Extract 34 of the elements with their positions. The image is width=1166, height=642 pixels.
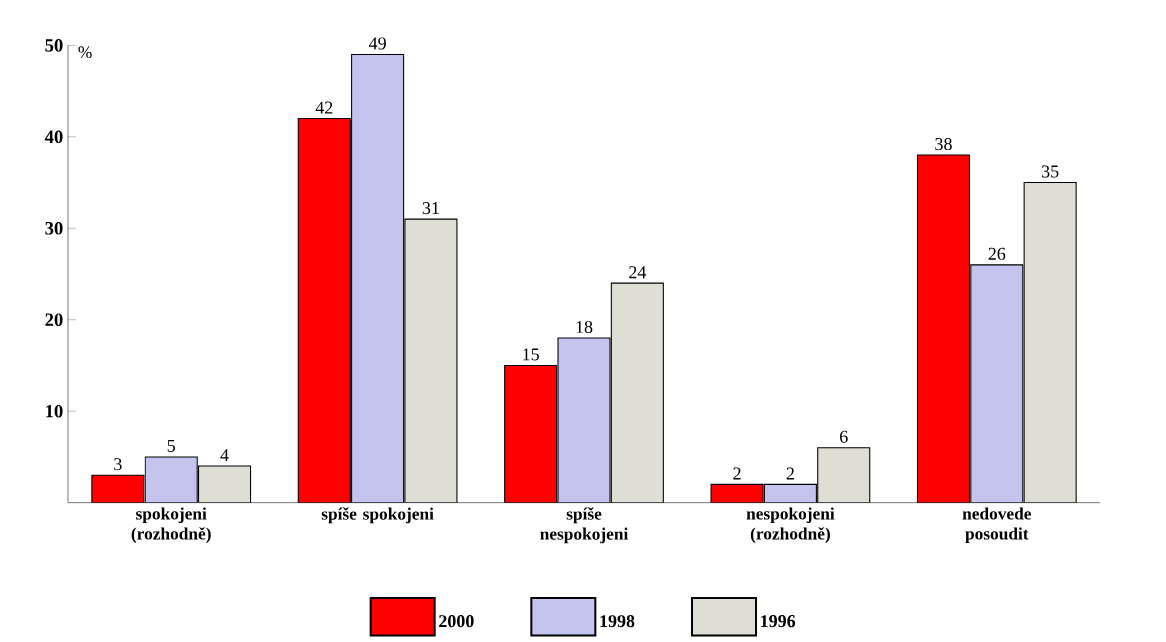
bar bbox=[197, 465, 252, 503]
data-label: 35 bbox=[1042, 165, 1059, 178]
y-axis-title: % bbox=[78, 46, 92, 59]
data-label: 26 bbox=[988, 247, 1006, 260]
data-label: 4 bbox=[220, 449, 229, 462]
legend-label: 1998 bbox=[600, 615, 635, 628]
data-label: 18 bbox=[576, 320, 593, 334]
data-label: 2 bbox=[786, 467, 794, 480]
bar bbox=[817, 447, 871, 503]
data-label: 6 bbox=[840, 430, 848, 443]
data-label: 2 bbox=[733, 467, 741, 480]
data-label: 15 bbox=[523, 348, 539, 361]
y-tick-label: 40 bbox=[44, 130, 63, 144]
data-label: 5 bbox=[167, 439, 175, 452]
data-label: 49 bbox=[368, 37, 386, 50]
y-tick-label: 10 bbox=[46, 404, 63, 418]
legend-label: 1996 bbox=[761, 615, 796, 628]
data-label: 31 bbox=[422, 202, 439, 215]
data-label: 24 bbox=[629, 266, 647, 279]
legend-label: 2000 bbox=[439, 615, 474, 628]
bar bbox=[1023, 181, 1077, 503]
x-tick-label: spokojeni (rozhodně) bbox=[131, 507, 211, 544]
y-tick-label: 20 bbox=[45, 313, 63, 327]
y-tick-label: 50 bbox=[45, 39, 63, 52]
x-tick-label: spíše nespokojeni bbox=[540, 507, 629, 544]
x-tick-label: spíše spokojeni bbox=[321, 507, 434, 524]
data-label: 38 bbox=[935, 137, 952, 151]
bar bbox=[404, 218, 458, 503]
data-label: 42 bbox=[315, 101, 333, 114]
x-tick-label: nespokojeni (rozhodně) bbox=[746, 507, 835, 544]
bar bbox=[610, 282, 664, 503]
y-tick-label: 30 bbox=[45, 221, 63, 235]
data-label: 3 bbox=[114, 458, 122, 471]
x-tick-label: nedovede posoudit bbox=[962, 507, 1032, 544]
